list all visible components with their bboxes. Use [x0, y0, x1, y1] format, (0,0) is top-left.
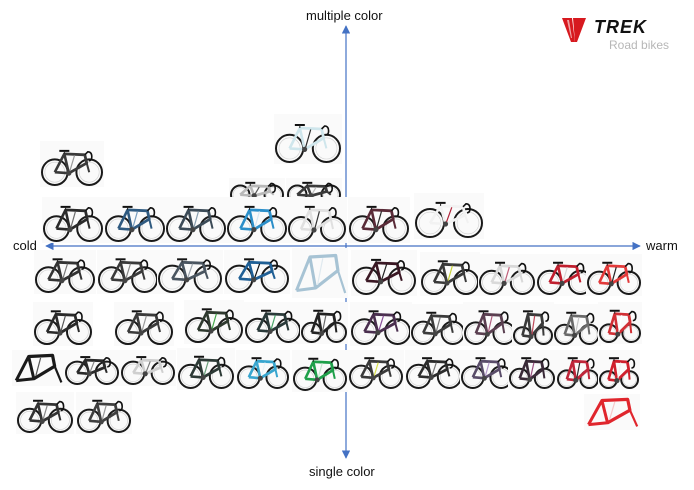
bike-thumbnail: [420, 252, 480, 296]
bike-thumbnail: [553, 304, 601, 346]
bike-thumbnail: [350, 302, 412, 346]
bike-thumbnail: [244, 302, 302, 344]
bike-thumbnail: [348, 197, 410, 243]
frameset-thumbnail: [292, 248, 348, 298]
bike-thumbnail: [300, 302, 348, 344]
bike-thumbnail: [76, 392, 132, 434]
bike-thumbnail: [104, 197, 166, 243]
bike-thumbnail: [33, 302, 93, 346]
bike-thumbnail: [97, 250, 159, 294]
bike-thumbnail: [165, 197, 227, 243]
trek-logo: TREK Road bikes: [560, 14, 680, 54]
bike-thumbnail: [42, 197, 104, 243]
bike-thumbnail: [226, 197, 288, 243]
axis-label-cold: cold: [13, 238, 37, 253]
bike-thumbnail: [536, 254, 594, 296]
axis-label-multiple-color: multiple color: [306, 8, 383, 23]
bike-thumbnail: [414, 193, 484, 239]
bike-thumbnail: [224, 250, 290, 294]
bike-thumbnail: [351, 250, 417, 296]
brand-subtitle: Road bikes: [609, 38, 670, 52]
bike-thumbnail: [40, 141, 104, 187]
bike-thumbnail: [114, 302, 174, 346]
bike-thumbnail: [177, 348, 235, 390]
bike-thumbnail: [157, 250, 223, 294]
bike-thumbnail: [274, 114, 342, 164]
bike-thumbnail: [120, 350, 176, 386]
bike-thumbnail: [556, 350, 600, 390]
bike-thumbnail: [287, 197, 347, 243]
bike-thumbnail: [478, 254, 536, 296]
bike-thumbnail: [16, 392, 74, 434]
bike-thumbnail: [598, 350, 640, 390]
bike-thumbnail: [598, 302, 642, 344]
axis-label-single-color: single color: [309, 464, 375, 479]
bike-thumbnail: [405, 350, 463, 390]
brand-name: TREK: [594, 17, 647, 37]
bike-thumbnail: [512, 302, 554, 346]
axis-label-warm: warm: [646, 238, 678, 253]
bike-thumbnail: [64, 350, 120, 386]
frameset-thumbnail: [584, 394, 640, 430]
bike-thumbnail: [410, 304, 466, 346]
bike-thumbnails: [12, 114, 642, 434]
bike-thumbnail: [463, 302, 517, 346]
bike-thumbnail: [292, 350, 348, 392]
bike-thumbnail: [34, 250, 96, 294]
bike-thumbnail: [460, 350, 514, 390]
bike-thumbnail: [586, 254, 642, 296]
bike-thumbnail: [184, 300, 244, 344]
frameset-thumbnail: [12, 350, 64, 386]
bike-thumbnail: [236, 350, 290, 390]
trek-emblem-icon: [562, 18, 586, 42]
bike-thumbnail: [348, 350, 404, 390]
bike-thumbnail: [508, 350, 556, 390]
